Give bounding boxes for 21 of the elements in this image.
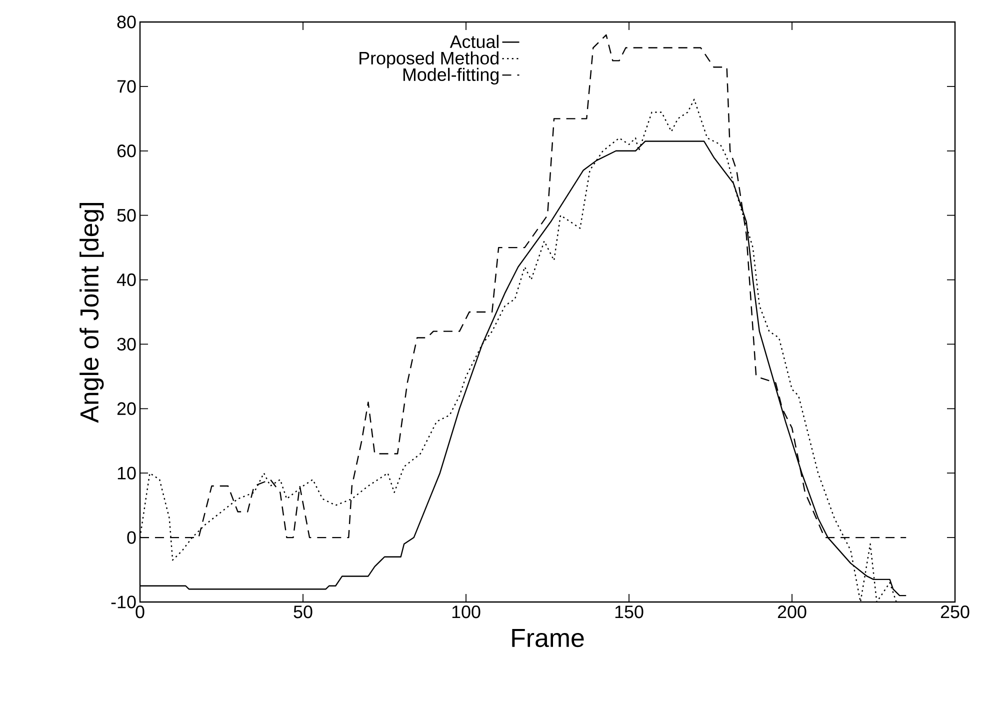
y-tick-label: 50 <box>117 208 136 222</box>
x-tick-label: 200 <box>778 606 806 618</box>
x-tick-label: 50 <box>294 606 312 618</box>
y-tick-label: 60 <box>117 144 136 158</box>
y-tick-label: -10 <box>111 596 136 608</box>
legend-label: Proposed Method <box>360 51 498 68</box>
y-axis-title: Angle of Joint [deg] <box>80 203 104 423</box>
legend-label: Actual <box>450 34 498 48</box>
y-tick-label: 70 <box>117 80 136 93</box>
x-axis-title: Frame <box>512 629 584 648</box>
x-tick-label: 100 <box>452 606 480 618</box>
y-tick-label: 10 <box>118 466 136 480</box>
y-tick-label: 30 <box>117 338 136 351</box>
y-tick-label: 80 <box>117 16 136 28</box>
y-tick-label: 40 <box>116 273 136 286</box>
y-tick-label: 20 <box>117 402 136 416</box>
x-tick-label: 0 <box>136 606 144 618</box>
y-tick-label: 0 <box>127 531 136 544</box>
legend-label: Model-fitting <box>403 68 498 85</box>
x-tick-label: 150 <box>615 606 644 618</box>
x-tick-label: 250 <box>940 606 970 618</box>
